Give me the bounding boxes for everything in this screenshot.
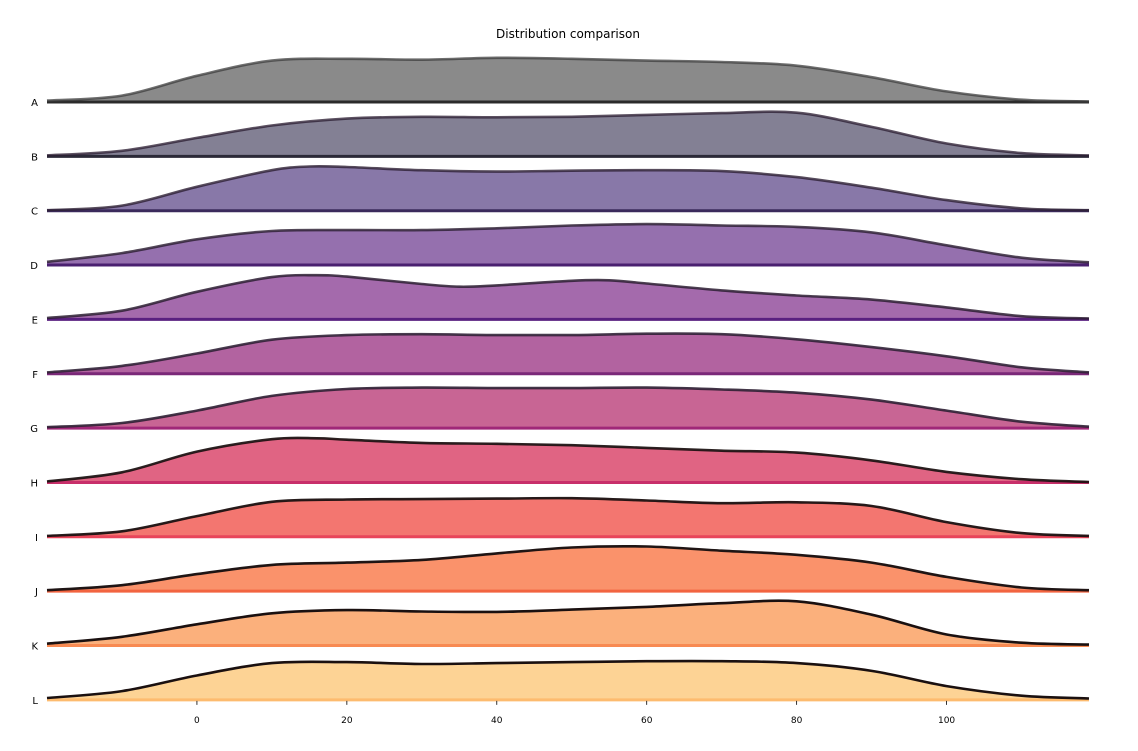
ridge-area-C bbox=[47, 166, 1089, 211]
ridge-outline-A bbox=[46, 56, 1090, 103]
ridge-outline-L bbox=[46, 659, 1090, 700]
ridge-B: B bbox=[31, 110, 1090, 163]
ridge-area-L bbox=[47, 661, 1089, 700]
x-tick-label-100: 100 bbox=[938, 716, 955, 726]
ridge-K: K bbox=[31, 599, 1090, 653]
ridge-J: J bbox=[34, 544, 1090, 598]
ridge-F: F bbox=[32, 332, 1090, 381]
ridge-area-E bbox=[47, 275, 1089, 320]
row-label-I: I bbox=[35, 533, 38, 544]
ridge-L: L bbox=[32, 659, 1090, 707]
row-label-F: F bbox=[32, 370, 38, 381]
ridge-area-H bbox=[47, 437, 1089, 483]
x-axis: 0 20 40 60 80 100 bbox=[194, 700, 955, 726]
ridge-I: I bbox=[35, 496, 1090, 544]
ridge-A: A bbox=[31, 56, 1090, 109]
ridge-D: D bbox=[30, 222, 1090, 272]
row-label-K: K bbox=[31, 642, 38, 653]
x-tick-label-60: 60 bbox=[641, 716, 653, 726]
ridge-outline-E bbox=[46, 273, 1090, 320]
ridge-area-A bbox=[47, 57, 1089, 102]
ridge-area-B bbox=[47, 111, 1089, 157]
row-label-D: D bbox=[30, 261, 38, 272]
row-label-L: L bbox=[32, 696, 38, 707]
chart-title: Distribution comparison bbox=[496, 27, 640, 41]
ridge-E: E bbox=[32, 273, 1090, 326]
ridge-outline-D bbox=[46, 222, 1090, 264]
ridge-outline-G bbox=[46, 386, 1090, 429]
ridge-H: H bbox=[30, 436, 1090, 489]
ridges-layer: A B C D E F G H I J K L bbox=[30, 56, 1090, 707]
ridge-C: C bbox=[31, 164, 1090, 218]
ridge-outline-F bbox=[46, 332, 1090, 374]
ridge-G: G bbox=[30, 386, 1090, 435]
row-label-E: E bbox=[32, 315, 38, 326]
x-tick-label-20: 20 bbox=[341, 716, 353, 726]
ridge-outline-I bbox=[46, 496, 1090, 538]
ridge-outline-J bbox=[46, 544, 1090, 592]
ridge-area-I bbox=[47, 498, 1089, 537]
row-label-H: H bbox=[30, 478, 38, 489]
ridge-area-G bbox=[47, 387, 1089, 429]
ridge-outline-C bbox=[46, 164, 1090, 212]
x-tick-label-80: 80 bbox=[791, 716, 803, 726]
ridge-area-J bbox=[47, 546, 1089, 592]
x-tick-label-0: 0 bbox=[194, 716, 200, 726]
ridge-area-D bbox=[47, 224, 1089, 266]
ridge-outline-B bbox=[46, 110, 1090, 157]
ridge-outline-H bbox=[46, 436, 1090, 484]
x-tick-label-40: 40 bbox=[491, 716, 503, 726]
row-label-A: A bbox=[31, 98, 38, 109]
row-label-J: J bbox=[34, 587, 38, 598]
row-label-G: G bbox=[30, 424, 38, 435]
row-label-C: C bbox=[31, 207, 38, 218]
row-label-B: B bbox=[31, 152, 38, 163]
ridge-outline-K bbox=[46, 599, 1090, 646]
